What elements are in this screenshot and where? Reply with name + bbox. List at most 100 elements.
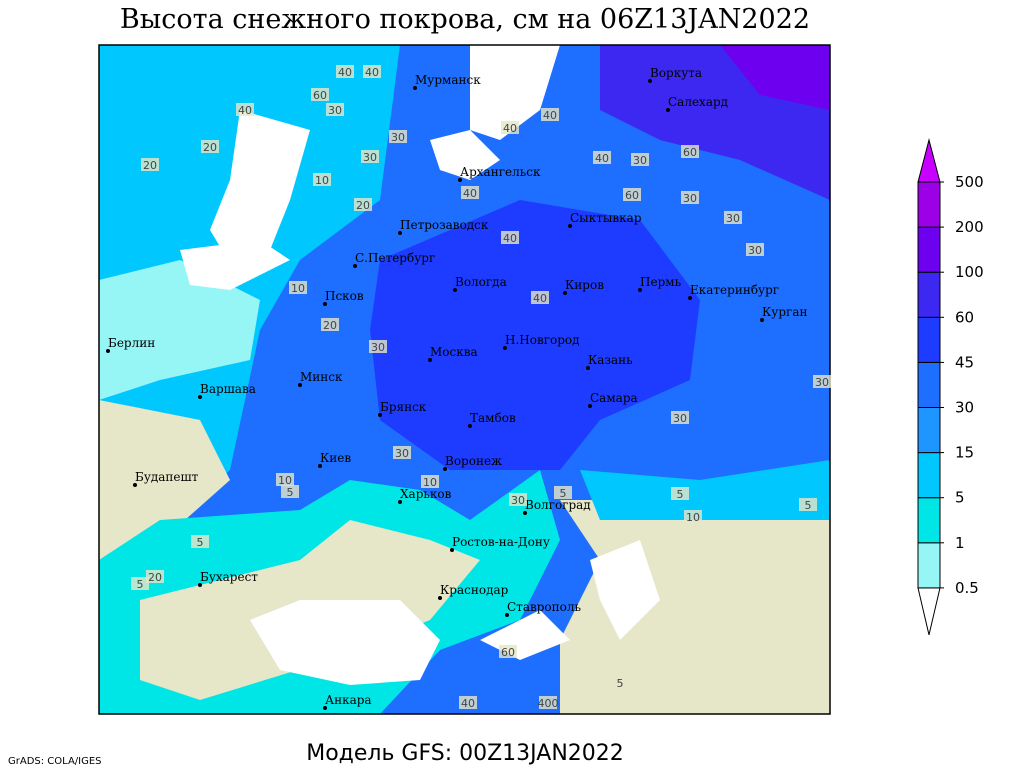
contour-label-bg: [459, 696, 477, 709]
city-label: Казань: [588, 353, 633, 367]
contour-label-bg: [554, 486, 572, 499]
city-label: Будапешт: [135, 470, 199, 484]
city-label: Архангельск: [460, 165, 541, 179]
city-label: Киров: [565, 278, 604, 292]
contour-label: 30: [371, 341, 385, 354]
contour-label: 40: [461, 697, 475, 710]
city-label: Ростов-на-Дону: [452, 535, 550, 549]
colorbar-label: 60: [955, 308, 974, 326]
contour-label-bg: [311, 88, 329, 101]
contour-label-bg: [813, 375, 831, 388]
city-dot: [563, 291, 567, 295]
contour-label-bg: [289, 281, 307, 294]
contour-label: 30: [395, 447, 409, 460]
contour-label: 5: [137, 578, 144, 591]
contour-label-bg: [539, 696, 557, 709]
contour-label: 30: [673, 412, 687, 425]
contour-label-bg: [746, 243, 764, 256]
contour-label-bg: [201, 140, 219, 153]
contour-label-bg: [593, 151, 611, 164]
city-dot: [666, 108, 670, 112]
city-label: Ставрополь: [507, 600, 581, 614]
contour-label-bg: [131, 577, 149, 590]
city-dot: [586, 366, 590, 370]
footer: Модель GFS: 00Z13JAN2022: [306, 741, 624, 766]
contour-label-bg: [631, 153, 649, 166]
contour-label-bg: [499, 645, 517, 658]
city-dot: [523, 511, 527, 515]
city-label: Волгоград: [525, 498, 591, 512]
contour-label: 10: [686, 511, 700, 524]
contour-label: 20: [356, 199, 370, 212]
contour-label: 5: [197, 536, 204, 549]
city-dot: [638, 288, 642, 292]
contour-label-bg: [501, 121, 519, 134]
contour-label: 10: [315, 174, 329, 187]
contour-label: 60: [313, 89, 327, 102]
contour-label: 30: [748, 244, 762, 257]
contour-label: 30: [391, 131, 405, 144]
contour-label: 30: [363, 151, 377, 164]
colorbar-label: 45: [955, 353, 974, 371]
contour-label-bg: [336, 65, 354, 78]
contour-label: 30: [328, 104, 342, 117]
colorbar-label: 1: [955, 534, 965, 552]
contour-label: 40: [365, 66, 379, 79]
city-label: Харьков: [400, 487, 452, 501]
contour-label: 5: [805, 499, 812, 512]
contour-label-bg: [146, 570, 164, 583]
colorbar-label: 30: [955, 399, 974, 417]
contour-label: 40: [533, 292, 547, 305]
city-dot: [323, 706, 327, 710]
city-label: Самара: [590, 391, 638, 405]
city-dot: [438, 596, 442, 600]
city-label: Берлин: [108, 336, 155, 350]
contour-label-bg: [681, 191, 699, 204]
contour-label-bg: [389, 130, 407, 143]
city-label: Пермь: [640, 275, 682, 289]
colorbar-segment: [917, 361, 941, 408]
contour-label: 20: [323, 319, 337, 332]
contour-label: 20: [148, 571, 162, 584]
contour-label-bg: [671, 487, 689, 500]
city-dot: [198, 395, 202, 399]
city-label: Варшава: [200, 382, 256, 396]
map: [99, 45, 830, 714]
contour-label: 60: [683, 146, 697, 159]
colorbar-segment: [917, 452, 941, 499]
contour-label-bg: [501, 231, 519, 244]
contour-label-bg: [276, 473, 294, 486]
colorbar-segment: [917, 226, 941, 273]
city-dot: [323, 302, 327, 306]
city-dot: [298, 383, 302, 387]
colorbar-segment: [917, 181, 941, 228]
contour-label: 30: [815, 376, 829, 389]
contour-label-bg: [361, 150, 379, 163]
city-label: Москва: [430, 345, 478, 359]
colorbar-label: 15: [955, 444, 974, 462]
contour-label-bg: [461, 186, 479, 199]
contour-label: 40: [503, 232, 517, 245]
colorbar-segment: [917, 407, 941, 454]
colorbar-label: 200: [955, 218, 984, 236]
contour-label-bg: [611, 676, 629, 689]
contour-label-bg: [509, 493, 527, 506]
city-label: Салехард: [668, 95, 728, 109]
contour-label-bg: [531, 291, 549, 304]
contour-label-bg: [363, 65, 381, 78]
contour-label: 40: [338, 66, 352, 79]
contour-label-bg: [393, 446, 411, 459]
contour-label-bg: [141, 158, 159, 171]
city-label: Псков: [325, 289, 364, 303]
colorbar-segment: [917, 542, 941, 589]
city-dot: [318, 464, 322, 468]
city-label: Киев: [320, 451, 351, 465]
colorbar-label: 500: [955, 173, 984, 191]
colorbar-label: 5: [955, 489, 965, 507]
city-label: Мурманск: [415, 73, 481, 87]
colorbar-label: 0.5: [955, 579, 979, 597]
city-label: Н.Новгород: [505, 333, 580, 347]
contour-label-bg: [671, 411, 689, 424]
contour-label: 400: [538, 697, 559, 710]
